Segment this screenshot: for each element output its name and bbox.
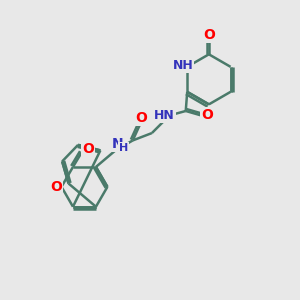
Text: O: O	[82, 142, 94, 156]
Text: N: N	[111, 137, 123, 151]
Text: O: O	[203, 28, 215, 42]
Text: HN: HN	[154, 109, 175, 122]
Text: O: O	[202, 108, 214, 122]
Text: NH: NH	[172, 59, 193, 72]
Text: O: O	[136, 111, 148, 125]
Text: H: H	[119, 143, 128, 153]
Text: O: O	[50, 180, 62, 194]
